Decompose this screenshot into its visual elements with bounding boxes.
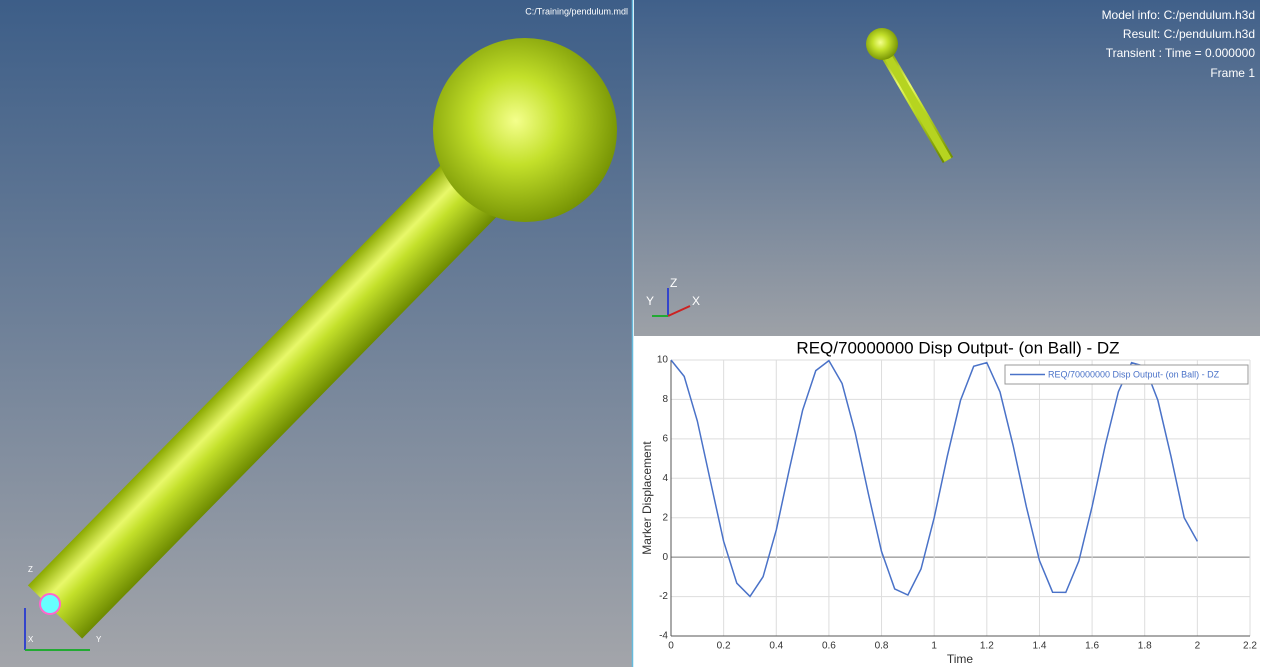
x-tick-label: 0.4 [769, 641, 783, 652]
info-text: Result: C:/pendulum.h3d [1123, 27, 1255, 41]
triad-label: Z [28, 565, 33, 574]
app-window: C:/Training/pendulum.mdl Z X Y Model inf… [0, 0, 1275, 667]
x-tick-label: 0.2 [717, 641, 731, 652]
y-tick-label: -2 [659, 591, 668, 602]
info-text: Frame 1 [1210, 66, 1255, 80]
file-path: C:/Training/pendulum.mdl [525, 6, 628, 16]
y-tick-label: 2 [662, 512, 668, 523]
triad-label: Y [646, 294, 654, 308]
x-tick-label: 2.2 [1243, 641, 1257, 652]
x-tick-label: 1.8 [1138, 641, 1152, 652]
triad-label: Y [96, 635, 102, 644]
triad-label: Z [670, 276, 677, 290]
y-tick-label: -4 [659, 631, 668, 642]
y-tick-label: 8 [662, 394, 668, 405]
triad-label: X [692, 294, 700, 308]
triad-label: X [28, 635, 34, 644]
x-axis-label: Time [947, 652, 974, 666]
x-tick-label: 1 [931, 641, 937, 652]
legend: REQ/70000000 Disp Output- (on Ball) - DZ [1005, 365, 1248, 384]
plot-window[interactable] [634, 336, 1260, 667]
y-tick-label: 0 [662, 552, 668, 563]
y-tick-label: 10 [657, 355, 669, 366]
info-text: Model info: C:/pendulum.h3d [1102, 8, 1255, 22]
y-tick-label: 4 [662, 473, 668, 484]
x-tick-label: 0 [668, 641, 674, 652]
x-tick-label: 2 [1195, 641, 1201, 652]
chart-title: REQ/70000000 Disp Output- (on Ball) - DZ [796, 338, 1119, 357]
x-tick-label: 1.6 [1085, 641, 1099, 652]
x-tick-label: 1.4 [1033, 641, 1047, 652]
legend-label: REQ/70000000 Disp Output- (on Ball) - DZ [1048, 369, 1220, 379]
x-tick-label: 1.2 [980, 641, 994, 652]
y-axis-label: Marker Displacement [640, 441, 654, 555]
x-tick-label: 0.6 [822, 641, 836, 652]
y-tick-label: 6 [662, 433, 668, 444]
info-text: Transient : Time = 0.000000 [1106, 46, 1256, 60]
x-tick-label: 0.8 [875, 641, 889, 652]
